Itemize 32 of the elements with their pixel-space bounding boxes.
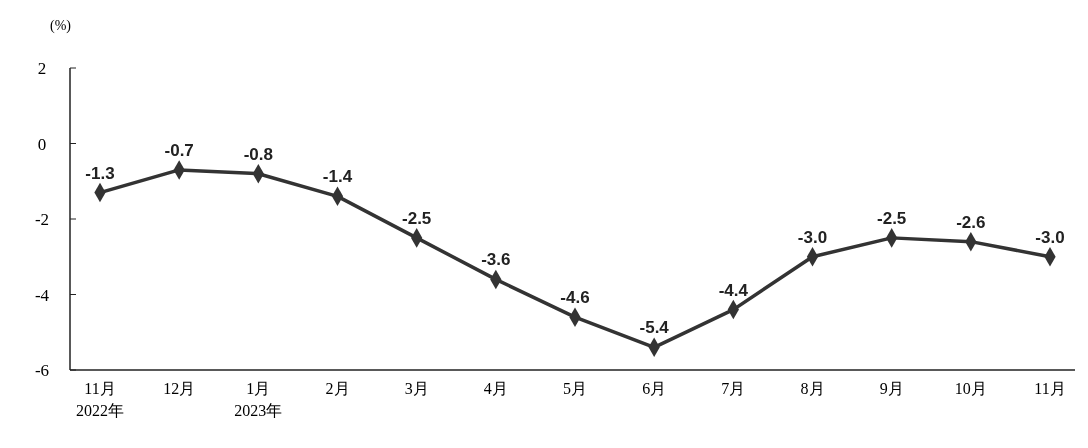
data-label: -2.5 [877, 208, 907, 228]
x-tick-label: 7月 [721, 380, 746, 397]
data-label: -0.8 [243, 144, 273, 164]
y-tick-label: -2 [34, 210, 50, 229]
x-tick-label: 8月 [800, 380, 825, 397]
x-tick-label: 11月 [1034, 380, 1066, 397]
data-label: -3.6 [481, 250, 511, 270]
data-label: -4.6 [560, 288, 590, 308]
data-label: -2.6 [956, 212, 986, 232]
data-label: -1.4 [322, 167, 353, 187]
x-tick-label: 3月 [404, 380, 429, 397]
data-label: -3.0 [797, 227, 828, 247]
y-tick-label: 2 [37, 59, 47, 78]
x-tick-label: 2月 [325, 380, 350, 397]
x-tick-label: 10月 [954, 380, 987, 397]
x-tick-label: 6月 [642, 380, 667, 397]
data-label: -1.3 [85, 163, 115, 183]
y-tick-label: 0 [37, 134, 47, 154]
y-tick-label: -6 [34, 361, 50, 380]
y-tick-label: -4 [34, 285, 50, 305]
x-tick-label: 12月 [163, 380, 196, 397]
x-tick-label: 9月 [879, 380, 904, 397]
data-label: -5.4 [639, 318, 670, 338]
data-label: -0.7 [164, 140, 194, 160]
y-axis-title: (%) [50, 18, 72, 34]
data-label: -2.5 [402, 208, 432, 228]
x-tick-label: 11月 2022年 [76, 380, 124, 419]
x-tick-label: 1月 2023年 [234, 380, 283, 419]
data-label: -4.4 [718, 280, 749, 300]
x-tick-label: 4月 [483, 380, 508, 397]
data-label: -3.0 [1035, 227, 1065, 247]
x-tick-label: 5月 [563, 380, 587, 397]
